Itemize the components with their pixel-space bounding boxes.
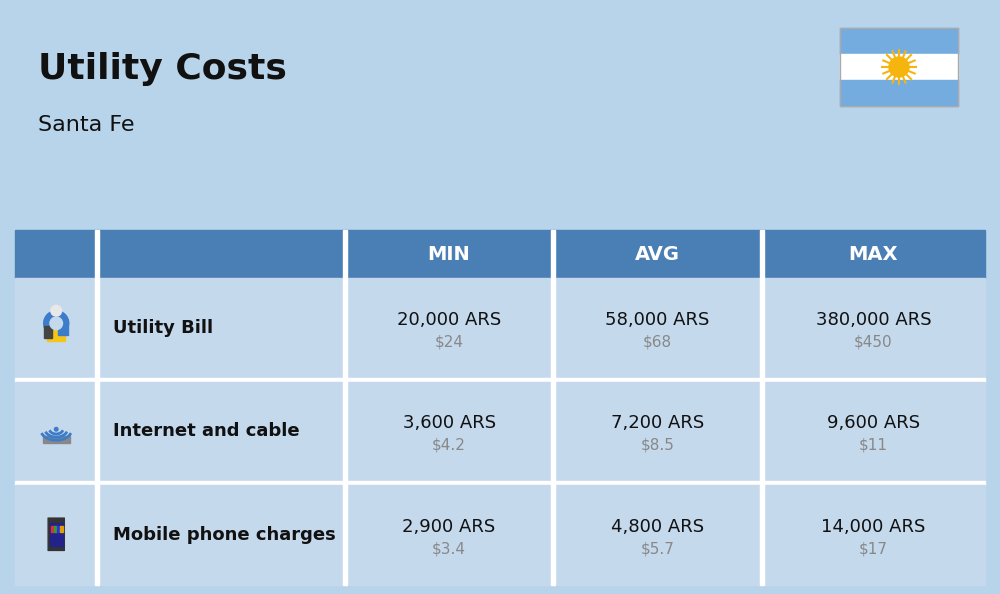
Text: 20,000 ARS: 20,000 ARS	[397, 311, 501, 329]
Text: AVG: AVG	[635, 245, 680, 264]
Circle shape	[889, 57, 909, 77]
Bar	[15, 481, 985, 485]
Text: 9,600 ARS: 9,600 ARS	[827, 415, 920, 432]
Text: $8.5: $8.5	[641, 438, 675, 453]
Text: Utility Costs: Utility Costs	[38, 52, 287, 86]
Bar	[840, 28, 958, 106]
Bar	[15, 382, 985, 481]
Bar	[15, 378, 985, 382]
Bar	[15, 230, 985, 278]
Text: 2,900 ARS: 2,900 ARS	[402, 518, 496, 536]
Text: $3.4: $3.4	[432, 542, 466, 557]
Bar	[54, 526, 57, 529]
Text: MAX: MAX	[849, 245, 898, 264]
Circle shape	[54, 428, 58, 431]
Text: 14,000 ARS: 14,000 ARS	[821, 518, 926, 536]
Circle shape	[51, 305, 62, 316]
Bar	[840, 54, 958, 80]
Text: $24: $24	[435, 334, 464, 349]
Bar	[15, 485, 985, 585]
Text: 58,000 ARS: 58,000 ARS	[605, 311, 710, 329]
Text: 380,000 ARS: 380,000 ARS	[816, 311, 931, 329]
Text: 3,600 ARS: 3,600 ARS	[403, 415, 496, 432]
Bar	[54, 529, 57, 532]
Bar	[840, 28, 958, 54]
Text: $5.7: $5.7	[641, 542, 675, 557]
Bar	[15, 278, 985, 378]
Text: $68: $68	[643, 334, 672, 349]
Text: $17: $17	[859, 542, 888, 557]
Text: $4.2: $4.2	[432, 438, 466, 453]
FancyBboxPatch shape	[48, 518, 64, 551]
Bar	[51, 529, 54, 532]
Bar	[760, 230, 764, 585]
Text: MIN: MIN	[428, 245, 470, 264]
Text: Santa Fe: Santa Fe	[38, 115, 134, 135]
Bar	[44, 326, 52, 338]
Text: 7,200 ARS: 7,200 ARS	[611, 415, 704, 432]
Bar	[57, 529, 60, 532]
Bar	[43, 436, 70, 443]
Bar	[50, 523, 63, 546]
Bar	[60, 526, 63, 529]
Text: Internet and cable: Internet and cable	[113, 422, 300, 441]
Text: $450: $450	[854, 334, 893, 349]
Bar	[840, 80, 958, 106]
Bar	[51, 526, 54, 529]
Text: $11: $11	[859, 438, 888, 453]
Text: Utility Bill: Utility Bill	[113, 319, 214, 337]
Bar	[57, 526, 60, 529]
Bar	[58, 326, 68, 334]
Bar	[47, 330, 65, 342]
Circle shape	[50, 317, 63, 330]
Text: 4,800 ARS: 4,800 ARS	[611, 518, 704, 536]
Bar	[60, 529, 63, 532]
Circle shape	[44, 311, 69, 336]
Text: Mobile phone charges: Mobile phone charges	[113, 526, 336, 544]
Bar	[551, 230, 555, 585]
Bar	[343, 230, 347, 585]
Bar	[95, 230, 99, 585]
